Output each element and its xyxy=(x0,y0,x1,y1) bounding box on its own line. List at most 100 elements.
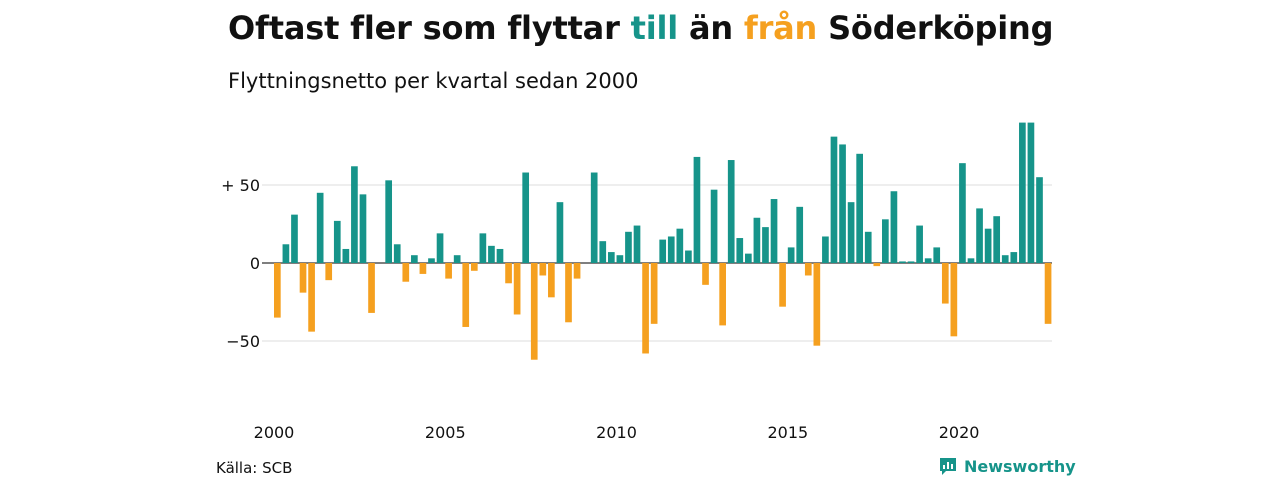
x-tick-label: 2010 xyxy=(596,423,637,442)
brand-name: Newsworthy xyxy=(964,456,1076,476)
bar xyxy=(924,258,932,263)
bar xyxy=(445,263,452,279)
bar xyxy=(479,233,487,263)
title-part-1: Oftast fler som flyttar xyxy=(228,9,631,47)
bar xyxy=(1036,177,1043,263)
bar xyxy=(745,253,752,263)
bar xyxy=(676,228,684,263)
bar xyxy=(976,208,983,263)
bar xyxy=(548,263,555,298)
bar xyxy=(702,263,709,285)
bar xyxy=(770,199,778,263)
bar xyxy=(933,247,941,263)
bar xyxy=(1044,263,1052,324)
bar xyxy=(753,217,761,263)
bar xyxy=(830,136,838,263)
bar xyxy=(325,263,333,281)
x-tick-label: 2000 xyxy=(254,423,295,442)
bar xyxy=(573,263,581,279)
bar xyxy=(625,231,632,263)
bar xyxy=(873,263,881,267)
bar xyxy=(804,263,812,276)
bar xyxy=(633,225,641,263)
bar xyxy=(351,166,358,263)
bar xyxy=(813,263,821,346)
bar xyxy=(513,263,521,315)
bar xyxy=(907,261,915,263)
bar xyxy=(393,244,401,263)
bar xyxy=(522,172,530,263)
bar xyxy=(316,192,324,263)
bar xyxy=(274,263,281,318)
bar xyxy=(659,239,667,263)
bar xyxy=(496,248,504,263)
bar xyxy=(368,263,375,313)
bar xyxy=(333,220,341,263)
bar xyxy=(616,255,624,263)
bar xyxy=(419,263,427,274)
source-label: Källa: SCB xyxy=(216,459,293,477)
bar xyxy=(308,263,315,332)
bar xyxy=(565,263,572,323)
bar xyxy=(462,263,470,327)
bar xyxy=(342,248,350,263)
bar xyxy=(941,263,949,304)
bar xyxy=(470,263,478,271)
bar xyxy=(710,189,718,263)
y-tick-label: + 50 xyxy=(221,176,260,195)
bar xyxy=(736,238,744,263)
bar xyxy=(488,245,495,263)
bar xyxy=(402,263,410,282)
bar xyxy=(693,156,701,263)
bar xyxy=(667,236,675,263)
bar xyxy=(650,263,658,324)
y-tick-label: −50 xyxy=(226,332,260,351)
bar xyxy=(530,263,538,360)
bar xyxy=(1001,255,1009,263)
title-fran: från xyxy=(743,9,818,47)
bar xyxy=(505,263,512,284)
newsworthy-logo-icon xyxy=(940,458,956,475)
bar xyxy=(839,144,846,263)
y-tick-label: 0 xyxy=(250,254,260,273)
bar xyxy=(984,228,992,263)
bar xyxy=(856,153,863,263)
bar xyxy=(882,219,889,263)
bar xyxy=(359,194,367,263)
bar xyxy=(727,160,735,263)
bar xyxy=(993,216,1001,263)
bar xyxy=(822,236,829,263)
chart-title: Oftast fler som flyttar till än från Söd… xyxy=(228,6,1053,50)
bar xyxy=(967,258,975,263)
x-tick-label: 2015 xyxy=(767,423,808,442)
x-tick-label: 2005 xyxy=(425,423,466,442)
bar xyxy=(556,202,564,263)
bar xyxy=(796,206,804,263)
bar xyxy=(1019,122,1026,263)
bar xyxy=(847,202,855,263)
x-tick-label: 2020 xyxy=(939,423,980,442)
bar xyxy=(779,263,786,307)
title-till: till xyxy=(630,9,679,47)
bar xyxy=(899,261,906,263)
bar xyxy=(599,241,607,263)
bar xyxy=(950,263,958,337)
bar xyxy=(590,172,598,263)
brand-logo[interactable]: Newsworthy xyxy=(938,456,1076,476)
bar xyxy=(539,263,547,276)
bar-chart: + 50 0 −50 2000 2005 2010 2015 2020 xyxy=(221,122,1052,442)
bar xyxy=(436,233,444,263)
bar xyxy=(607,252,615,263)
bar xyxy=(385,180,393,263)
bar xyxy=(959,163,966,263)
bar xyxy=(1027,122,1035,263)
title-part-3: Söderköping xyxy=(817,9,1054,47)
bar xyxy=(685,250,692,263)
bar xyxy=(299,263,307,293)
bar xyxy=(428,258,435,263)
bar xyxy=(719,263,726,326)
bar xyxy=(890,191,898,263)
bar xyxy=(762,227,769,263)
bar xyxy=(282,244,290,263)
bar xyxy=(291,214,298,263)
